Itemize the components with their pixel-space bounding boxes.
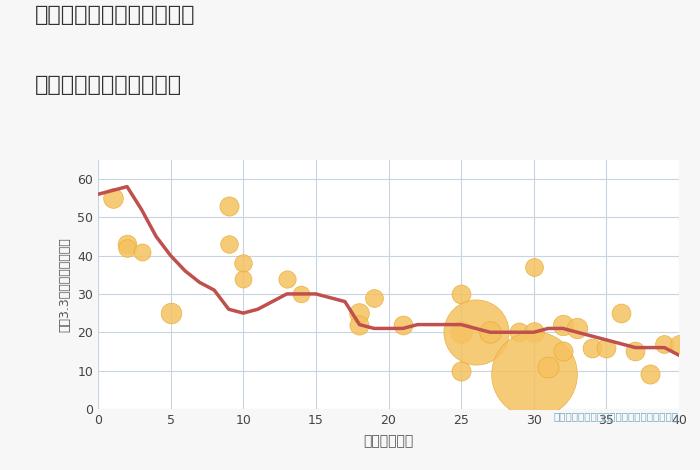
Text: 築年数別中古戸建て価格: 築年数別中古戸建て価格 [35, 75, 182, 95]
Point [630, 348, 641, 355]
Point [659, 340, 670, 347]
Point [528, 263, 539, 271]
Point [587, 344, 598, 352]
Point [122, 244, 133, 252]
Point [557, 348, 568, 355]
Point [645, 371, 656, 378]
Point [456, 367, 467, 374]
Point [354, 321, 365, 329]
Point [601, 344, 612, 352]
Point [223, 202, 235, 210]
Point [542, 363, 554, 370]
Point [557, 321, 568, 329]
Point [398, 321, 409, 329]
Text: 円の大きさは、取引のあった物件面積を示す: 円の大きさは、取引のあった物件面積を示す [554, 411, 679, 422]
X-axis label: 築年数（年）: 築年数（年） [363, 434, 414, 448]
Point [296, 290, 307, 298]
Point [354, 309, 365, 317]
Point [456, 290, 467, 298]
Point [456, 329, 467, 336]
Point [281, 275, 293, 282]
Text: 兵庫県豊岡市日高町祢布の: 兵庫県豊岡市日高町祢布の [35, 5, 195, 25]
Point [615, 309, 626, 317]
Point [514, 329, 525, 336]
Point [470, 329, 482, 336]
Point [136, 248, 147, 256]
Point [237, 259, 249, 267]
Point [528, 371, 539, 378]
Point [484, 329, 496, 336]
Point [122, 240, 133, 248]
Point [165, 309, 176, 317]
Point [528, 329, 539, 336]
Point [223, 240, 235, 248]
Point [572, 325, 583, 332]
Y-axis label: 坪（3.3㎡）単価（万円）: 坪（3.3㎡）単価（万円） [59, 237, 71, 332]
Point [368, 294, 379, 302]
Point [107, 195, 118, 202]
Point [237, 275, 249, 282]
Point [673, 340, 685, 347]
